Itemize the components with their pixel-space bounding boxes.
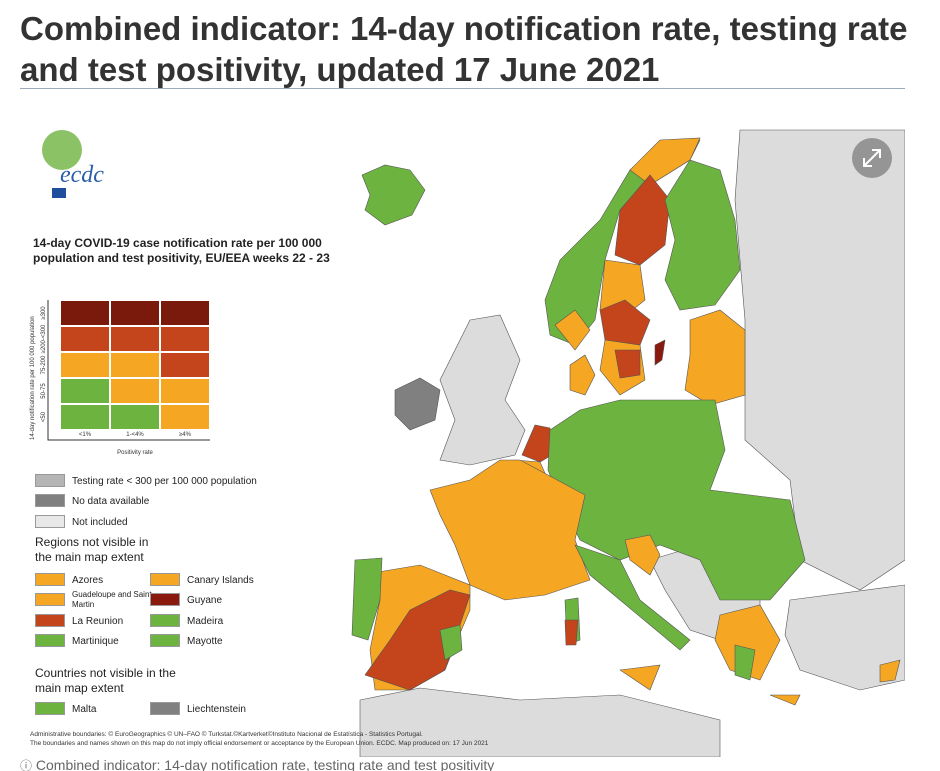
region	[361, 164, 426, 226]
title-rule	[20, 88, 905, 89]
region	[619, 664, 661, 691]
region	[714, 604, 781, 681]
page-title: Combined indicator: 14-day notification …	[20, 10, 908, 88]
region	[664, 159, 741, 311]
regions-title: Regions not visible in the main map exte…	[35, 535, 149, 564]
legend-item: Guadeloupe and Saint Martin	[72, 590, 152, 609]
region	[654, 339, 666, 366]
region	[521, 424, 553, 463]
non-eu-land	[439, 314, 526, 466]
credits: The boundaries and names shown on this m…	[30, 740, 489, 747]
region	[599, 299, 651, 346]
region	[624, 534, 661, 576]
legend-item: Madeira	[187, 616, 224, 627]
legend-item: La Reunion	[72, 616, 124, 627]
credits: Administrative boundaries: © EuroGeograp…	[30, 731, 423, 738]
legend-item: Martinique	[72, 636, 119, 647]
matrix-y-title: 14-day notification rate per 100 000 pop…	[30, 316, 36, 440]
matrix-column-label: ≥4%	[179, 432, 191, 438]
ecdc-logo: ecdc	[42, 130, 104, 198]
legend-item: Liechtenstein	[187, 704, 246, 715]
region	[364, 589, 471, 691]
svg-text:ecdc: ecdc	[60, 162, 104, 188]
region	[394, 377, 441, 431]
matrix-row-label: <50	[41, 411, 47, 423]
matrix-column-label: 1-<4%	[126, 432, 144, 438]
info-icon: ⓘ	[20, 759, 33, 771]
matrix-axes	[47, 300, 210, 441]
expand-button[interactable]	[852, 138, 892, 178]
region	[569, 354, 596, 396]
non-eu-land	[359, 687, 721, 757]
region	[554, 309, 591, 351]
region	[439, 624, 463, 661]
region	[564, 619, 579, 646]
matrix-x-title: Positivity rate	[117, 450, 153, 456]
region	[614, 174, 671, 266]
caption-text: Combined indicator: 14-day notification …	[35, 757, 495, 771]
region	[574, 544, 691, 651]
region	[879, 659, 901, 683]
legend-item: No data available	[72, 496, 150, 507]
matrix-column-label: <1%	[78, 432, 92, 438]
legend-item: Azores	[72, 575, 104, 586]
map: ecdc	[25, 125, 905, 757]
non-eu-land	[784, 584, 905, 691]
countries-title: Countries not visible in the main map ex…	[35, 666, 176, 695]
region	[351, 557, 383, 641]
region	[769, 694, 801, 706]
legend-item: Not included	[72, 517, 128, 528]
legend-item: Testing rate < 300 per 100 000 populatio…	[72, 476, 257, 487]
caption: ⓘ Combined indicator: 14-day notificatio…	[20, 757, 494, 771]
legend-item: Canary Islands	[187, 575, 254, 586]
legend-title: 14-day COVID-19 case notification rate p…	[33, 236, 330, 265]
region	[614, 349, 641, 379]
legend-item: Guyane	[187, 595, 223, 606]
legend-item: Malta	[72, 704, 97, 715]
region	[734, 644, 756, 681]
legend-matrix	[59, 299, 211, 431]
legend-item: Mayotte	[187, 636, 223, 647]
region	[684, 309, 746, 406]
